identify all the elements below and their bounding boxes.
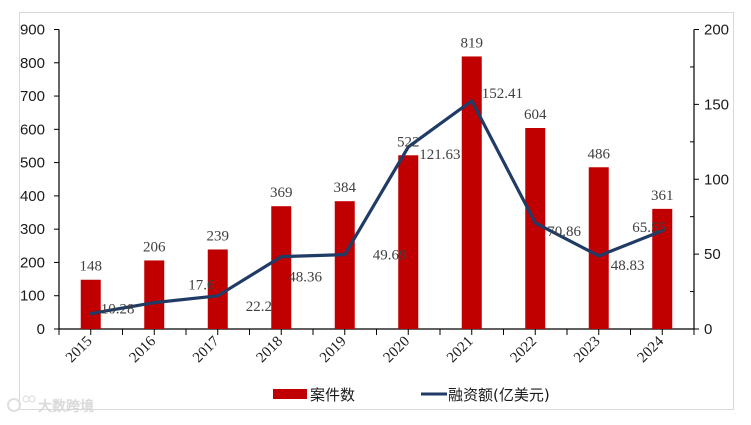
left-axis-tick-label: 800 [20,55,45,72]
bar-value-label: 369 [270,185,293,201]
bar-2023 [588,167,609,329]
bar-2015 [80,279,101,329]
bar-2016 [144,260,165,329]
line-value-label: 48.36 [288,270,322,286]
line-value-label: 22.2 [246,299,272,315]
legend-bar-swatch [273,389,307,399]
right-axis-tick-label: 150 [704,96,729,113]
right-axis-tick-label: 0 [704,321,712,338]
right-axis-tick-label: 100 [704,171,729,188]
funding-line [89,99,664,316]
right-y-axis: 0 50 100 150 200 [690,22,729,338]
chart-frame [19,12,734,410]
line-value-label: 152.41 [482,86,523,102]
bar-2018 [271,206,292,329]
bar-2017 [207,249,228,329]
left-axis-tick-label: 100 [20,288,45,305]
left-axis-tick-label: 500 [20,155,45,172]
left-axis-tick-label: 300 [20,221,45,238]
line-data-labels: 10.28 17.6 22.2 48.36 49.69 121.63 152.41 70.86… [101,86,666,318]
left-y-axis: 0 100 200 300 400 500 600 700 800 900 [20,22,60,338]
bar-2019 [334,201,355,329]
watermark-logo-icon [7,398,21,412]
line-value-label: 65.55 [632,220,666,236]
bar-value-label: 486 [588,146,611,162]
line-value-label: 70.86 [547,224,581,240]
bar-series-case-count [80,56,673,330]
right-axis-tick-label: 50 [704,246,721,263]
line-value-label: 10.28 [101,302,135,318]
left-axis-tick-label: 900 [20,22,45,39]
bar-value-label: 206 [143,239,166,255]
bar-value-label: 604 [524,107,547,123]
bar-data-labels: 148 206 239 369 384 522 819 604 486 361 [80,35,674,274]
left-axis-tick-label: 700 [20,88,45,105]
bar-2024 [652,208,673,329]
bar-value-label: 819 [461,35,484,51]
line-value-label: 49.69 [373,248,407,264]
bar-2021 [461,56,482,330]
line-value-label: 17.6 [188,278,215,294]
right-axis-tick-label: 200 [704,22,729,39]
bar-value-label: 361 [651,188,674,204]
bar-value-label: 384 [334,180,357,196]
line-value-label: 48.83 [611,258,645,274]
watermark: 大数跨境 [7,395,94,415]
left-axis-tick-label: 0 [37,321,45,338]
legend-bar-label: 案件数 [310,386,355,404]
bar-2022 [525,128,546,329]
bar-value-label: 522 [397,134,420,150]
watermark-text: 大数跨境 [38,398,94,415]
left-axis-tick-label: 400 [20,188,45,205]
line-series-funding [89,99,664,316]
left-axis-tick-label: 600 [20,121,45,138]
bar-2020 [398,155,419,329]
bar-value-label: 239 [207,228,230,244]
line-value-label: 121.63 [419,147,460,163]
bar-value-label: 148 [80,259,103,275]
legend: 案件数 融资额(亿美元) [273,386,550,404]
left-axis-tick-label: 200 [20,254,45,271]
legend-line-label: 融资额(亿美元) [448,386,550,404]
